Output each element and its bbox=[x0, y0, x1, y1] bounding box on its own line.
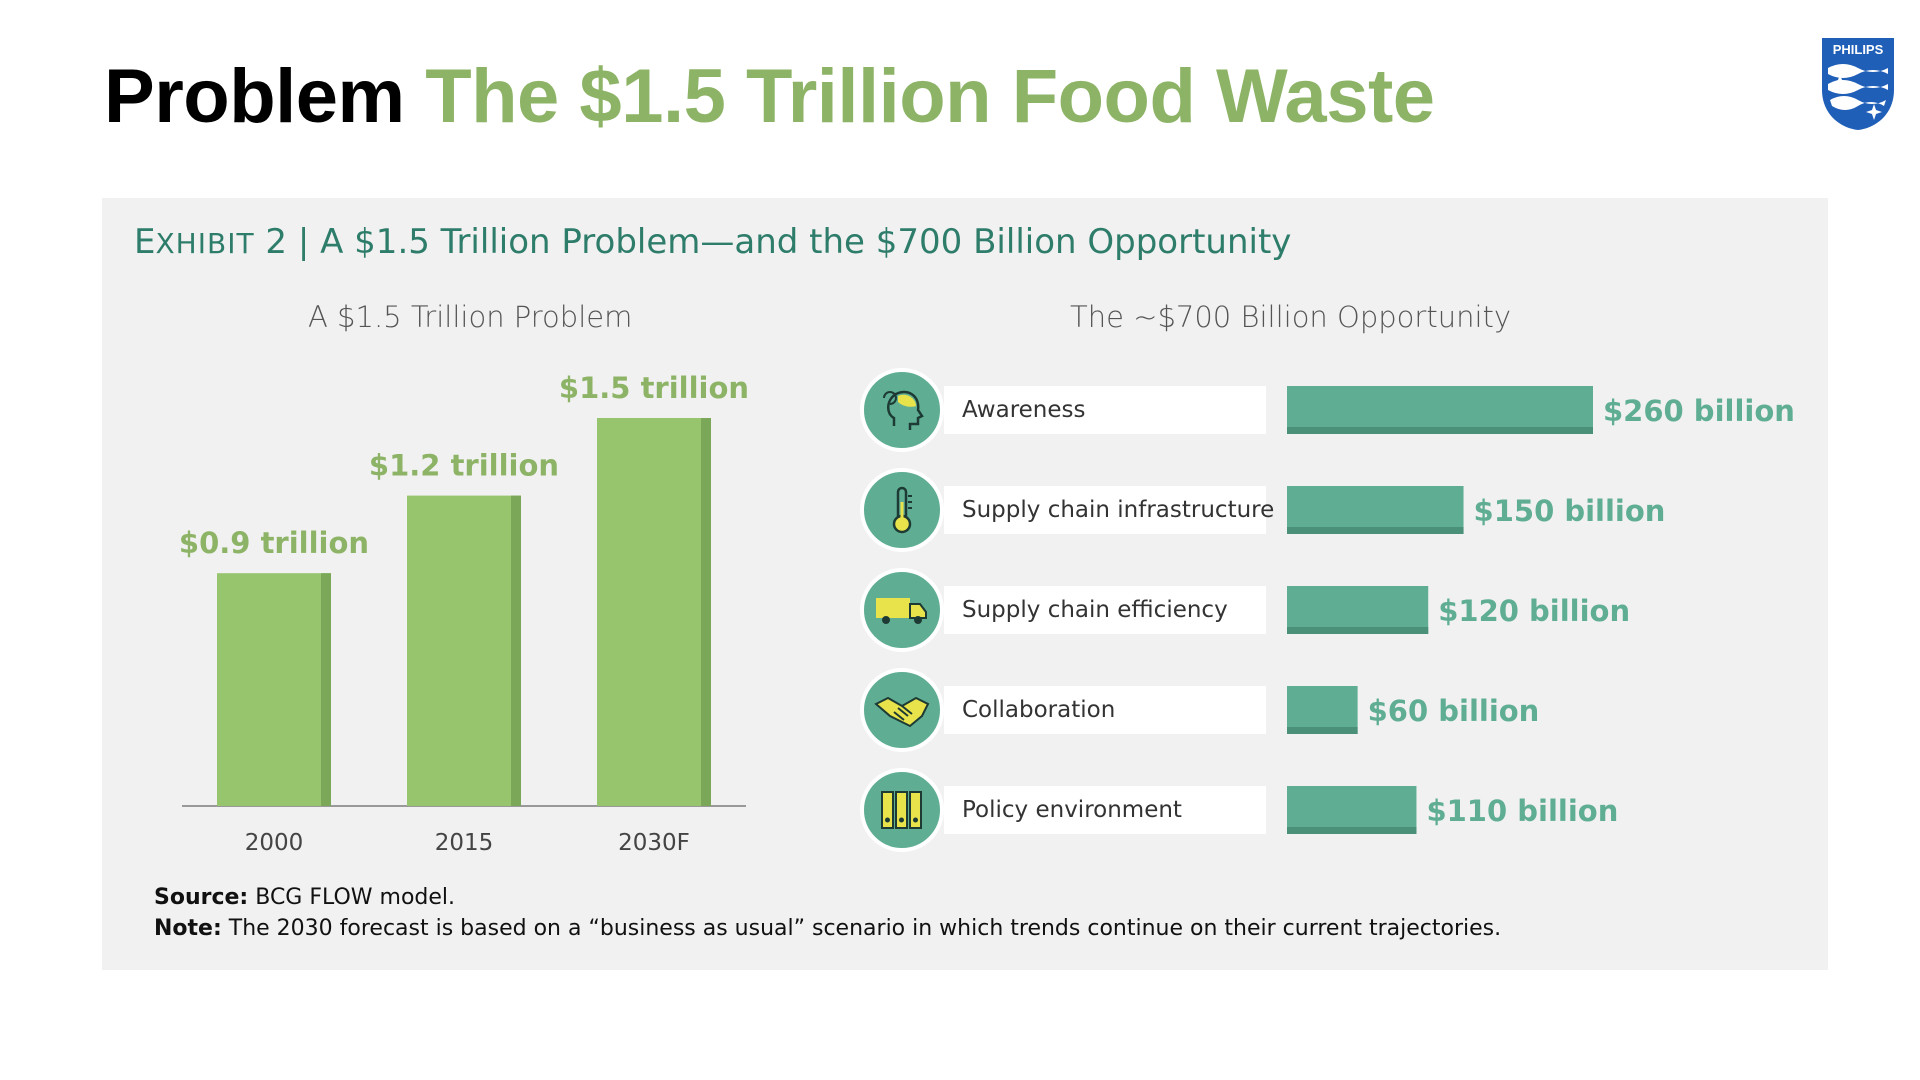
slide-title-part2: The $1.5 Trillion Food Waste bbox=[425, 54, 1435, 139]
hbar-shadow-3 bbox=[1287, 627, 1429, 634]
exhibit-number: 2 bbox=[265, 222, 288, 262]
exhibit-prefix-big: E bbox=[134, 222, 156, 262]
data-label-2000: $0.9 trillion bbox=[179, 526, 369, 560]
hbar-label-3: $120 billion bbox=[1438, 594, 1630, 628]
bar-2000 bbox=[217, 573, 331, 806]
category-label-3: Supply chain efficiency bbox=[944, 586, 1266, 634]
tick-label-2015: 2015 bbox=[435, 830, 494, 856]
hbar-label-1: $260 billion bbox=[1603, 394, 1795, 428]
head-icon bbox=[860, 368, 944, 452]
tick-label-2000: 2000 bbox=[245, 830, 304, 856]
bar-shadow-2015 bbox=[511, 495, 521, 806]
note-text: The 2030 forecast is based on a “busines… bbox=[228, 916, 1502, 941]
category-label-1: Awareness bbox=[944, 386, 1266, 434]
left-bar-chart: $0.9 trillion 2000 $1.2 trillion 2015 $1.5 t… bbox=[179, 371, 749, 856]
source-text: BCG FLOW model. bbox=[255, 885, 456, 910]
hbar-shadow-5 bbox=[1287, 827, 1417, 834]
right-chart-title: The ~$700 Billion Opportunity bbox=[1070, 300, 1512, 334]
exhibit-prefix-small: XHIBIT bbox=[155, 227, 255, 260]
category-label-2: Supply chain infrastructure bbox=[944, 486, 1274, 534]
hbar-shadow-4 bbox=[1287, 727, 1358, 734]
category-label-5: Policy environment bbox=[944, 786, 1266, 834]
hbar-2 bbox=[1287, 486, 1464, 534]
hbar-label-4: $60 billion bbox=[1368, 694, 1540, 728]
notes: Source: BCG FLOW model. Note: The 2030 f… bbox=[154, 882, 1501, 944]
data-label-2015: $1.2 trillion bbox=[369, 449, 559, 483]
handshake-icon bbox=[860, 668, 944, 752]
exhibit-panel: EXHIBIT 2 | A $1.5 Trillion Problem—and … bbox=[102, 198, 1828, 970]
hbar-label-5: $110 billion bbox=[1426, 794, 1618, 828]
category-label-4: Collaboration bbox=[944, 686, 1266, 734]
exhibit-title: EXHIBIT 2 | A $1.5 Trillion Problem—and … bbox=[134, 222, 1291, 262]
note-label: Note: bbox=[154, 916, 222, 941]
hbar-4 bbox=[1287, 686, 1358, 734]
bar-2030F bbox=[597, 418, 711, 806]
logo-text: PHILIPS bbox=[1833, 42, 1884, 57]
philips-logo: PHILIPS bbox=[1822, 38, 1894, 130]
slide-title-part1: Problem bbox=[104, 54, 405, 139]
note-line: Note: The 2030 forecast is based on a “b… bbox=[154, 913, 1501, 944]
hbar-1 bbox=[1287, 386, 1593, 434]
bar-shadow-2030F bbox=[701, 418, 711, 806]
hbar-3 bbox=[1287, 586, 1429, 634]
source-line: Source: BCG FLOW model. bbox=[154, 882, 1501, 913]
bar-shadow-2000 bbox=[321, 573, 331, 806]
thermometer-icon bbox=[860, 468, 944, 552]
data-label-2030F: $1.5 trillion bbox=[559, 371, 749, 405]
exhibit-separator: | bbox=[297, 222, 310, 262]
exhibit-heading: A $1.5 Trillion Problem—and the $700 Bil… bbox=[320, 222, 1292, 262]
tick-label-2030F: 2030F bbox=[618, 830, 690, 856]
left-chart-title: A $1.5 Trillion Problem bbox=[308, 300, 633, 334]
hbar-5 bbox=[1287, 786, 1417, 834]
truck-icon bbox=[860, 568, 944, 652]
hbar-shadow-1 bbox=[1287, 427, 1593, 434]
hbar-shadow-2 bbox=[1287, 527, 1464, 534]
hbar-label-2: $150 billion bbox=[1474, 494, 1666, 528]
source-label: Source: bbox=[154, 885, 249, 910]
binders-icon bbox=[860, 768, 944, 852]
right-bar-chart: $260 billion $150 billion $120 billion $60 … bbox=[1287, 386, 1795, 834]
bar-2015 bbox=[407, 495, 521, 806]
slide-title: Problem The $1.5 Trillion Food Waste bbox=[104, 52, 1435, 142]
